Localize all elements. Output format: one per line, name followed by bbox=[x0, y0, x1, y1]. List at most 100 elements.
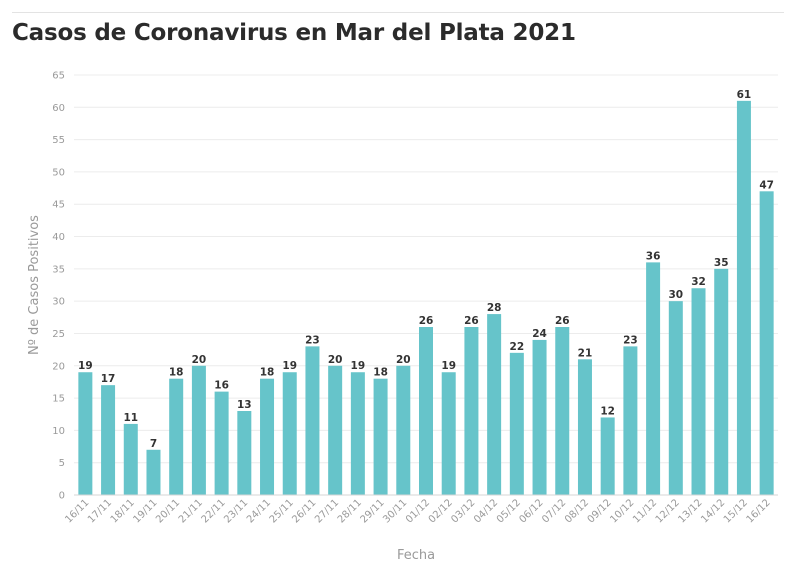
data-label: 18 bbox=[373, 367, 388, 379]
bar bbox=[555, 327, 570, 495]
data-labels: 19 17 11 7 18 20 16 13 18 19 23 20 19 18 20 26 19 26 28 22 2… bbox=[78, 89, 774, 450]
x-tick-label: 18/11 bbox=[109, 497, 137, 525]
x-tick-label: 30/11 bbox=[381, 497, 409, 525]
data-label: 11 bbox=[123, 412, 138, 424]
bar bbox=[396, 365, 411, 495]
bar bbox=[373, 378, 388, 495]
top-divider bbox=[12, 12, 784, 13]
x-tick-label: 16/12 bbox=[745, 497, 773, 525]
y-axis-title: Nº de Casos Positivos bbox=[27, 215, 42, 355]
data-label: 7 bbox=[150, 438, 157, 450]
data-label: 47 bbox=[759, 179, 774, 191]
bar bbox=[509, 352, 524, 495]
data-label: 18 bbox=[260, 367, 275, 379]
x-tick-label: 12/12 bbox=[654, 497, 682, 525]
y-tick-label: 40 bbox=[52, 232, 65, 243]
data-label: 28 bbox=[487, 302, 502, 314]
bar bbox=[532, 339, 547, 495]
bar bbox=[260, 378, 275, 495]
y-tick-label: 25 bbox=[52, 329, 65, 340]
data-label: 18 bbox=[169, 367, 184, 379]
x-axis-title: Fecha bbox=[397, 548, 435, 563]
bar bbox=[623, 346, 638, 495]
data-label: 26 bbox=[464, 315, 479, 327]
bar bbox=[350, 372, 365, 495]
x-tick-label: 10/12 bbox=[608, 497, 636, 525]
bar bbox=[169, 378, 184, 495]
data-label: 23 bbox=[305, 334, 320, 346]
data-label: 19 bbox=[351, 360, 366, 372]
bar bbox=[419, 327, 433, 495]
data-label: 23 bbox=[623, 334, 638, 346]
data-label: 19 bbox=[441, 360, 456, 372]
bar bbox=[214, 391, 229, 495]
bar bbox=[714, 268, 729, 495]
data-label: 21 bbox=[578, 347, 593, 359]
x-tick-label: 15/12 bbox=[722, 497, 750, 525]
x-tick-label: 27/11 bbox=[313, 497, 341, 525]
x-tick-label: 17/11 bbox=[86, 497, 114, 525]
grid-lines bbox=[74, 74, 778, 464]
x-tick-label: 07/12 bbox=[540, 497, 568, 525]
x-tick-label: 16/11 bbox=[63, 497, 91, 525]
data-label: 30 bbox=[668, 289, 683, 301]
y-tick-label: 35 bbox=[52, 264, 65, 275]
y-tick-label: 15 bbox=[52, 394, 65, 405]
bar bbox=[78, 372, 93, 495]
x-tick-label: 20/11 bbox=[154, 497, 182, 525]
bar bbox=[146, 449, 161, 495]
bar bbox=[328, 365, 343, 495]
data-label: 12 bbox=[600, 405, 615, 417]
data-label: 19 bbox=[282, 360, 297, 372]
x-tick-label: 04/12 bbox=[472, 497, 500, 525]
x-tick-label: 24/11 bbox=[245, 497, 273, 525]
bar bbox=[305, 346, 320, 495]
y-tick-label: 55 bbox=[52, 135, 65, 146]
x-tick-label: 21/11 bbox=[177, 497, 205, 525]
y-tick-label: 50 bbox=[52, 167, 65, 178]
x-tick-label: 14/12 bbox=[699, 497, 727, 525]
bar bbox=[691, 288, 706, 495]
bar bbox=[237, 411, 252, 495]
x-tick-label: 02/12 bbox=[427, 497, 455, 525]
x-tick-label: 23/11 bbox=[222, 497, 250, 525]
bar bbox=[736, 100, 751, 495]
y-tick-label: 45 bbox=[52, 200, 65, 211]
bar bbox=[101, 385, 116, 495]
data-label: 16 bbox=[214, 380, 229, 392]
bar bbox=[577, 359, 592, 495]
x-tick-label: 19/11 bbox=[131, 497, 159, 525]
y-axis-ticks: 0 5 10 15 20 25 30 35 40 45 50 55 60 65 bbox=[52, 71, 65, 502]
bar bbox=[282, 372, 297, 495]
x-tick-label: 11/12 bbox=[631, 497, 659, 525]
bar bbox=[646, 262, 661, 495]
data-label: 32 bbox=[691, 276, 706, 288]
data-label: 61 bbox=[737, 89, 752, 101]
bar bbox=[123, 423, 138, 495]
bar bbox=[441, 372, 456, 495]
x-tick-label: 28/11 bbox=[336, 497, 364, 525]
y-tick-label: 10 bbox=[52, 426, 65, 437]
bars bbox=[78, 100, 774, 496]
data-label: 19 bbox=[78, 360, 93, 372]
y-tick-label: 30 bbox=[52, 297, 65, 308]
x-tick-label: 09/12 bbox=[586, 497, 614, 525]
data-label: 36 bbox=[646, 250, 661, 262]
x-tick-label: 03/12 bbox=[449, 497, 477, 525]
y-tick-label: 20 bbox=[52, 361, 65, 372]
x-tick-label: 25/11 bbox=[268, 497, 296, 525]
data-label: 20 bbox=[328, 354, 343, 366]
bar bbox=[464, 327, 479, 495]
data-label: 20 bbox=[192, 354, 207, 366]
data-label: 26 bbox=[555, 315, 570, 327]
data-label: 26 bbox=[419, 315, 434, 327]
data-label: 20 bbox=[396, 354, 411, 366]
bar bbox=[487, 314, 502, 495]
x-tick-label: 13/12 bbox=[676, 497, 704, 525]
bar bbox=[759, 191, 774, 496]
x-tick-label: 26/11 bbox=[290, 497, 318, 525]
y-tick-label: 5 bbox=[59, 458, 65, 469]
y-tick-label: 0 bbox=[59, 491, 65, 502]
y-tick-label: 60 bbox=[52, 103, 65, 114]
